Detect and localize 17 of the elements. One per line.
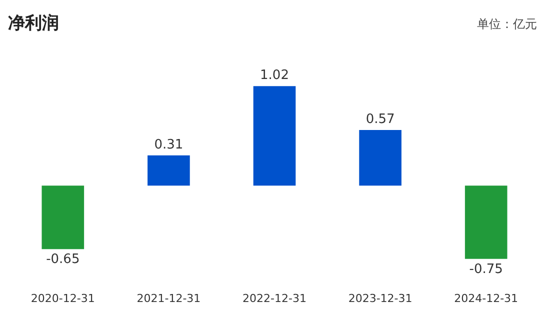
bar [42,186,84,250]
bar [253,86,296,186]
bar [148,155,190,186]
data-label: 1.02 [260,68,289,84]
data-label: -0.75 [469,262,503,277]
x-tick-label: 2024-12-31 [454,292,518,305]
bar [464,186,508,259]
data-label: 0.31 [154,137,184,152]
data-label: 0.57 [366,112,395,128]
x-tick-label: 2020-12-31 [30,292,95,305]
x-tick-label: 2023-12-31 [348,292,412,305]
data-label: -0.65 [46,252,80,268]
bar [359,130,402,186]
text: 单位：亿元 [477,17,537,31]
x-tick-label: 2022-12-31 [242,292,306,305]
x-tick-label: 2021-12-31 [136,292,201,305]
chart-title: 净利润 [8,14,60,34]
